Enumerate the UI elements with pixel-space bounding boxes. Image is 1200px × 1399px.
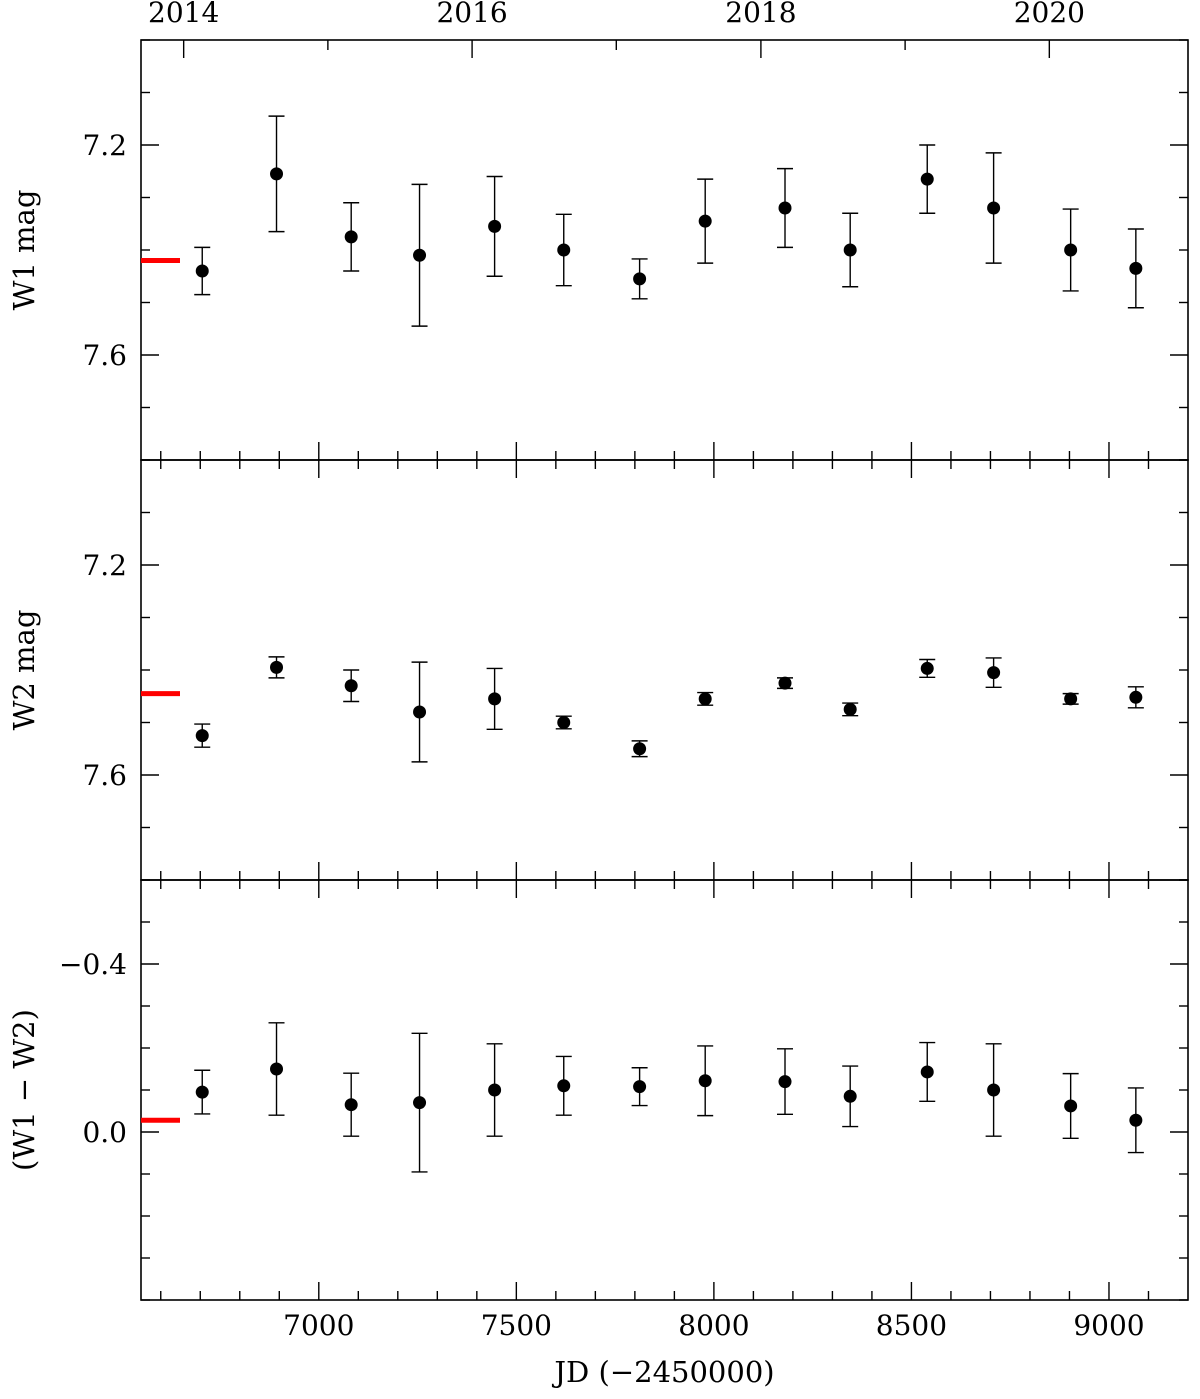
- data-point: [843, 702, 857, 716]
- data-point: [1129, 261, 1143, 275]
- x-tick-label: 8500: [876, 1309, 947, 1342]
- data-point: [270, 167, 284, 181]
- panel-frame-w1: [140, 39, 1189, 461]
- data-point: [344, 1098, 358, 1112]
- y-tick-label: 7.2: [82, 549, 127, 582]
- data-point: [987, 666, 1001, 680]
- y-tick-label: 7.6: [82, 759, 127, 792]
- data-point: [778, 676, 792, 690]
- data-point: [920, 661, 934, 675]
- data-point: [698, 692, 712, 706]
- y-tick-label: −0.4: [59, 948, 127, 981]
- data-point: [488, 219, 502, 233]
- data-point: [987, 201, 1001, 215]
- data-point: [920, 172, 934, 186]
- data-point: [843, 1089, 857, 1103]
- y-axis-label: (W1 − W2): [7, 1009, 41, 1171]
- panel-frame-color: [140, 879, 1189, 1301]
- x-axis-label: JD (−2450000): [551, 1355, 774, 1389]
- data-point: [778, 201, 792, 215]
- data-point: [633, 1080, 647, 1094]
- data-point: [843, 243, 857, 257]
- data-point: [1129, 1113, 1143, 1127]
- data-point: [633, 272, 647, 286]
- data-point: [195, 264, 209, 278]
- top-year-label: 2020: [1014, 0, 1085, 29]
- x-tick-label: 7000: [283, 1309, 354, 1342]
- panel-frame-w2: [140, 459, 1189, 881]
- data-point: [1129, 690, 1143, 704]
- data-point: [344, 679, 358, 693]
- data-point: [698, 1074, 712, 1088]
- data-point: [344, 230, 358, 244]
- x-tick-label: 7500: [481, 1309, 552, 1342]
- data-point: [488, 1083, 502, 1097]
- y-axis-label: W1 mag: [7, 190, 41, 311]
- top-year-label: 2016: [436, 0, 507, 29]
- data-point: [413, 248, 427, 262]
- data-point: [698, 214, 712, 228]
- data-point: [488, 692, 502, 706]
- data-point: [633, 742, 647, 756]
- data-point: [195, 1085, 209, 1099]
- data-point: [1064, 243, 1078, 257]
- data-point: [1064, 692, 1078, 706]
- x-tick-label: 8000: [678, 1309, 749, 1342]
- x-tick-label: 9000: [1073, 1309, 1144, 1342]
- data-point: [1064, 1099, 1078, 1113]
- data-point: [195, 729, 209, 743]
- data-point: [557, 1079, 571, 1093]
- y-tick-label: 7.6: [82, 339, 127, 372]
- top-year-label: 2014: [148, 0, 219, 29]
- data-point: [413, 1096, 427, 1110]
- y-tick-label: 0.0: [82, 1116, 127, 1149]
- y-axis-label: W2 mag: [7, 610, 41, 731]
- data-point: [270, 1062, 284, 1076]
- top-year-label: 2018: [725, 0, 796, 29]
- data-point: [413, 705, 427, 719]
- data-point: [557, 716, 571, 729]
- data-point: [920, 1065, 934, 1079]
- data-point: [987, 1083, 1001, 1097]
- y-tick-label: 7.2: [82, 129, 127, 162]
- data-point: [557, 243, 571, 257]
- data-point: [270, 660, 284, 674]
- data-point: [778, 1075, 792, 1089]
